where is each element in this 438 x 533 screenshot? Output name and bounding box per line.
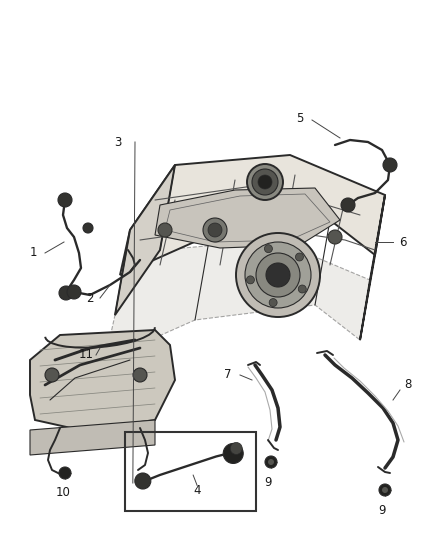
- Circle shape: [258, 175, 272, 189]
- Circle shape: [245, 242, 311, 308]
- Circle shape: [59, 467, 71, 479]
- Text: 8: 8: [404, 378, 412, 392]
- Circle shape: [382, 487, 388, 493]
- Bar: [125, 432, 256, 511]
- Circle shape: [67, 285, 81, 299]
- Polygon shape: [30, 420, 155, 455]
- Text: 11: 11: [78, 349, 93, 361]
- Circle shape: [45, 368, 59, 382]
- Circle shape: [223, 443, 243, 464]
- Circle shape: [247, 276, 254, 284]
- Circle shape: [252, 169, 278, 195]
- Text: 10: 10: [56, 487, 71, 499]
- Text: 9: 9: [264, 475, 272, 489]
- Polygon shape: [360, 195, 385, 340]
- Circle shape: [268, 459, 274, 465]
- Circle shape: [247, 164, 283, 200]
- Text: 5: 5: [297, 111, 304, 125]
- Circle shape: [296, 253, 304, 261]
- Circle shape: [256, 253, 300, 297]
- Text: 2: 2: [86, 292, 94, 304]
- Circle shape: [230, 442, 242, 455]
- Circle shape: [298, 285, 306, 293]
- Polygon shape: [155, 188, 340, 248]
- Circle shape: [266, 263, 290, 287]
- Circle shape: [59, 286, 73, 300]
- Polygon shape: [105, 240, 370, 360]
- Circle shape: [133, 368, 147, 382]
- Circle shape: [203, 218, 227, 242]
- Circle shape: [383, 158, 397, 172]
- Polygon shape: [30, 330, 175, 430]
- Text: 7: 7: [224, 368, 232, 382]
- Circle shape: [135, 473, 151, 489]
- Text: 3: 3: [114, 135, 122, 149]
- Circle shape: [58, 193, 72, 207]
- Circle shape: [265, 456, 277, 468]
- Circle shape: [208, 223, 222, 237]
- Circle shape: [158, 223, 172, 237]
- Circle shape: [236, 233, 320, 317]
- Circle shape: [379, 484, 391, 496]
- Circle shape: [341, 198, 355, 212]
- Circle shape: [269, 298, 277, 306]
- Circle shape: [83, 223, 93, 233]
- Polygon shape: [115, 165, 175, 315]
- Text: 1: 1: [29, 246, 37, 260]
- Circle shape: [328, 230, 342, 244]
- Text: 6: 6: [399, 236, 407, 248]
- Polygon shape: [120, 155, 385, 275]
- Text: 4: 4: [193, 484, 201, 497]
- Text: 9: 9: [378, 504, 386, 516]
- Circle shape: [265, 245, 272, 253]
